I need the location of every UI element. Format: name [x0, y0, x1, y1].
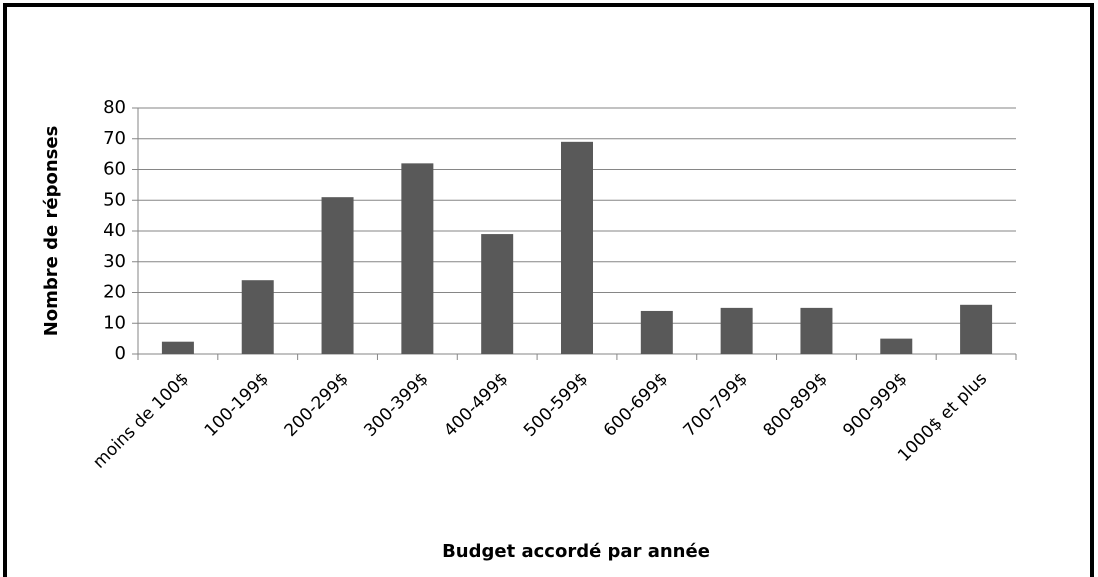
- y-tick-label: 0: [115, 343, 126, 364]
- frame: [3, 3, 1094, 577]
- bar: [481, 234, 514, 354]
- x-tick-label: moins de 100$: [89, 369, 193, 473]
- x-tick-label: 500-599$: [520, 369, 592, 441]
- bar: [880, 338, 913, 354]
- bar: [161, 341, 194, 354]
- x-tick-label: 300-399$: [360, 369, 432, 441]
- x-axis-title: Budget accordé par année: [442, 541, 710, 562]
- y-tick-label: 50: [103, 189, 126, 210]
- bar: [241, 280, 274, 354]
- bar: [720, 307, 753, 354]
- bar: [401, 163, 434, 354]
- bar: [321, 197, 354, 354]
- bar: [561, 141, 593, 354]
- x-tick-label: 400-499$: [440, 369, 512, 441]
- y-tick-label: 40: [103, 220, 126, 241]
- x-tick-label: 800-899$: [760, 369, 832, 441]
- y-tick-label: 60: [103, 159, 126, 180]
- bar: [800, 307, 833, 354]
- y-tick-label: 20: [103, 282, 126, 303]
- y-tick-label: 10: [103, 312, 126, 333]
- y-axis-title: Nombre de réponses: [41, 126, 62, 337]
- x-tick-label: 200-299$: [281, 369, 353, 441]
- bar: [640, 310, 673, 354]
- x-tick-label: 900-999$: [839, 369, 911, 441]
- bar: [960, 304, 993, 354]
- x-tick-label: 600-699$: [600, 369, 672, 441]
- y-tick-label: 80: [103, 97, 126, 118]
- x-tick-label: 100-199$: [201, 369, 273, 441]
- x-tick-label: 700-799$: [680, 369, 752, 441]
- y-tick-label: 30: [103, 251, 126, 272]
- y-tick-label: 70: [103, 128, 126, 149]
